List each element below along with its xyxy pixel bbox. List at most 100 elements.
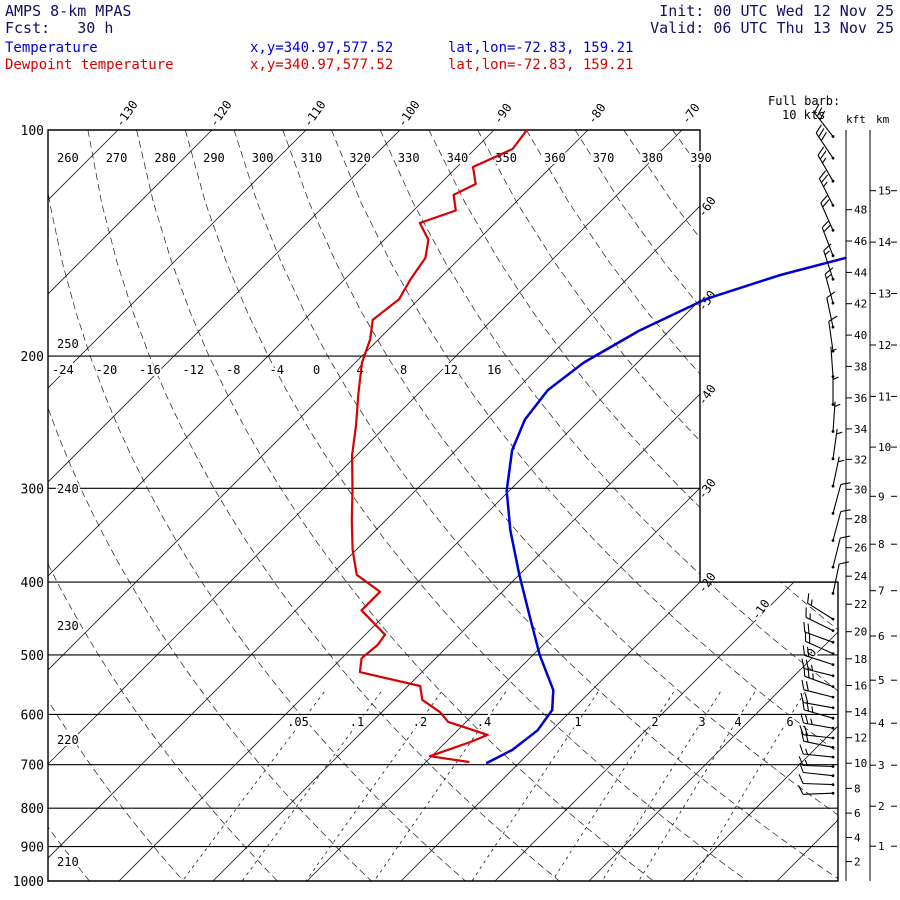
mixing-ratio-label: 1 <box>574 715 581 729</box>
temperature-legend-latlon: lat,lon=-72.83, 159.21 <box>448 40 634 56</box>
forecast-hour: Fcst: 30 h <box>5 19 114 37</box>
isotherm-label-top: -120 <box>207 98 235 130</box>
wind-barb <box>805 607 834 632</box>
dry-adiabat-line <box>48 130 484 881</box>
theta-label-left: 250 <box>57 337 79 351</box>
kft-tick-label: 24 <box>854 570 868 583</box>
mixing-ratio-line <box>543 691 675 881</box>
isotherm-line <box>48 130 589 881</box>
init-time: Init: 00 UTC Wed 12 Nov 25 <box>659 2 894 20</box>
kft-tick-label: 2 <box>854 856 861 869</box>
theta-label-top: 310 <box>301 151 323 165</box>
wind-barb-dot <box>831 565 835 569</box>
isotherm-label-top: -100 <box>395 98 423 130</box>
kft-tick-label: 40 <box>854 329 867 342</box>
wind-barb <box>832 535 851 568</box>
theta-label-left: 240 <box>57 482 79 496</box>
wind-barb <box>800 713 834 729</box>
kft-tick-label: 22 <box>854 598 867 611</box>
wind-barb <box>807 593 834 620</box>
wind-barb-dot <box>831 791 835 795</box>
theta-label-top: 390 <box>690 151 712 165</box>
isotherm-label-right: -30 <box>695 476 719 502</box>
km-tick-label: 8 <box>878 538 885 551</box>
wind-barb-dot <box>831 783 835 786</box>
dry-adiabat-line <box>136 130 675 881</box>
dry-adiabat-line <box>331 130 838 881</box>
kft-tick-label: 32 <box>854 453 867 466</box>
dewpoint-legend-latlon: lat,lon=-72.83, 159.21 <box>448 57 634 73</box>
temp-scale-200-label: -4 <box>270 363 284 377</box>
wind-barb <box>832 428 843 459</box>
pressure-label: 200 <box>21 350 44 365</box>
wind-barb-dot <box>831 592 835 595</box>
km-tick-label: 5 <box>878 674 885 687</box>
wind-barb-dot <box>831 674 835 678</box>
isotherm-label-top: -90 <box>491 101 515 127</box>
mixing-ratio-line <box>172 691 325 881</box>
temp-scale-200-label: -12 <box>183 363 205 377</box>
km-tick-label: 3 <box>878 759 885 772</box>
isotherm-line <box>48 130 213 881</box>
wind-barb-dot <box>831 539 835 542</box>
isotherm-label-right: -50 <box>695 288 719 314</box>
kft-tick-label: 46 <box>854 235 867 248</box>
km-tick-label: 12 <box>878 339 891 352</box>
dry-adiabat-line <box>574 130 838 881</box>
kft-tick-label: 26 <box>854 542 867 555</box>
kft-tick-label: 48 <box>854 204 867 217</box>
wind-barb-dot <box>831 716 835 720</box>
dry-adiabat-line <box>48 130 103 881</box>
wind-barb-dot <box>831 685 835 688</box>
pressure-label: 400 <box>21 576 44 591</box>
wind-barb-dot <box>831 736 835 740</box>
wind-barb-dot <box>831 706 835 710</box>
wind-barb <box>799 762 834 777</box>
pressure-label: 300 <box>21 482 44 497</box>
wind-barb <box>803 621 834 643</box>
dry-adiabat-line <box>87 130 580 881</box>
wind-barb-dot <box>831 617 835 621</box>
dry-adiabat-line <box>0 130 7 897</box>
kft-tick-label: 28 <box>854 513 867 526</box>
wind-barb-dot <box>831 179 835 183</box>
dewpoint-curve <box>350 128 528 763</box>
temp-scale-200-label: -20 <box>96 363 118 377</box>
theta-label-top: 290 <box>203 151 225 165</box>
isotherm-label-top: -130 <box>113 98 141 130</box>
pressure-label: 900 <box>21 841 44 856</box>
km-axis-title: km <box>876 113 890 126</box>
wind-barb <box>820 195 834 231</box>
temperature-legend-label: Temperature <box>5 40 98 56</box>
kft-tick-label: 12 <box>854 732 867 745</box>
wind-barb <box>830 346 837 377</box>
wind-barb <box>802 645 834 666</box>
pressure-label: 500 <box>21 649 44 664</box>
wind-barb <box>832 561 850 594</box>
wind-barb-dot <box>831 755 835 759</box>
kft-tick-label: 6 <box>854 807 861 820</box>
temp-scale-200-label: -24 <box>52 363 74 377</box>
wind-barb-column <box>798 103 851 795</box>
isotherm-line <box>682 130 838 881</box>
temp-scale-200-label: 12 <box>444 363 458 377</box>
dry-adiabat-line <box>48 130 294 881</box>
theta-label-top: 260 <box>57 151 79 165</box>
wind-barb-dot <box>831 652 835 655</box>
km-tick-label: 2 <box>878 800 885 813</box>
wind-barb <box>814 103 834 137</box>
dry-adiabat-line <box>526 130 838 881</box>
dry-adiabat-line <box>233 130 838 881</box>
wind-barb-dot <box>831 430 835 433</box>
kft-axis-title: kft <box>846 113 866 126</box>
pressure-label: 700 <box>21 759 44 774</box>
wind-barb-dot <box>831 629 835 632</box>
temperature-curve <box>485 256 847 765</box>
mixing-ratio-label: 3 <box>698 715 705 729</box>
isotherm-line <box>212 130 838 881</box>
mixing-ratio-line <box>232 691 382 881</box>
temp-scale-200-label: -8 <box>226 363 240 377</box>
km-tick-label: 13 <box>878 288 891 301</box>
